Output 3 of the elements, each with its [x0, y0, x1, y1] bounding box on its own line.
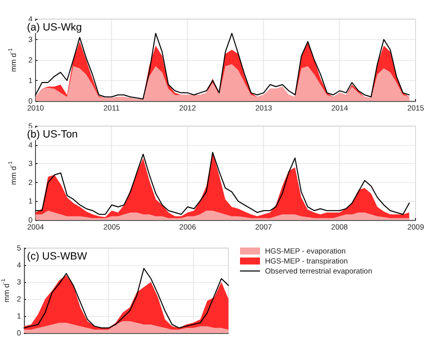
chart-title: (b) US-Ton — [27, 128, 78, 140]
chart-title: (a) US-Wkg — [27, 22, 82, 34]
chart-title: (c) US-WBW — [27, 250, 88, 262]
